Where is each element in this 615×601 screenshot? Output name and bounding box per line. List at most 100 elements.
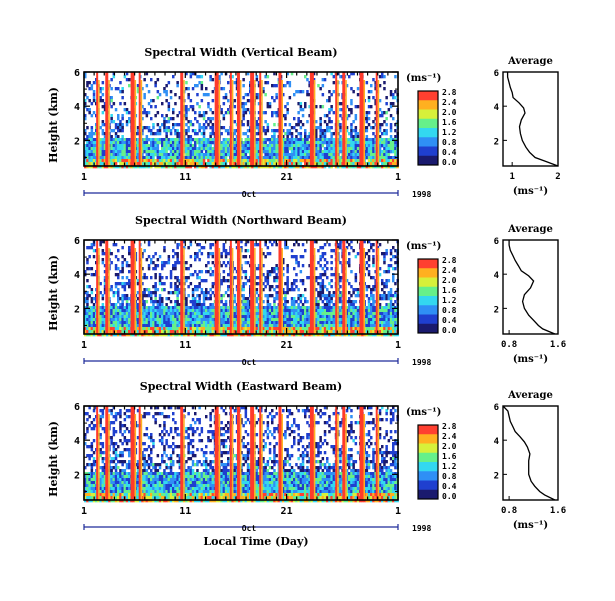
heatmap-cell <box>356 309 360 313</box>
heatmap-cell <box>367 273 371 277</box>
heatmap-cell <box>119 162 122 166</box>
heatmap-cell <box>350 300 353 304</box>
heatmap-cell <box>156 129 160 133</box>
heatmap-cell <box>282 93 285 97</box>
heatmap-cell <box>264 327 267 331</box>
heatmap-cell <box>323 318 327 322</box>
heatmap-cell <box>163 90 166 94</box>
heatmap-cell <box>145 159 149 163</box>
heatmap-cell <box>321 267 325 271</box>
heatmap-cell <box>185 156 188 160</box>
heatmap-cell <box>354 288 358 292</box>
heatmap-cell <box>288 132 292 136</box>
heatmap-cell <box>308 84 311 88</box>
heatmap-cell <box>275 327 278 331</box>
heatmap-cell <box>268 159 272 163</box>
heatmap-cell <box>189 324 193 328</box>
heatmap-cell <box>88 327 91 331</box>
heatmap-cell <box>271 321 274 325</box>
heatmap-cell <box>233 162 237 166</box>
heatmap-cell <box>152 150 155 154</box>
heatmap-cell <box>220 294 223 298</box>
heatmap-cell <box>191 138 195 142</box>
heatmap-cell <box>350 327 353 331</box>
heatmap-cell <box>374 147 377 151</box>
heatmap-cell <box>110 150 113 154</box>
heatmap-cell <box>174 327 177 331</box>
heatmap-cell <box>211 123 215 127</box>
heatmap-cell <box>174 147 177 151</box>
heatmap-cell <box>90 327 94 331</box>
heatmap-cell <box>147 147 151 151</box>
heatmap-cell <box>220 315 223 319</box>
heatmap-cell <box>178 279 182 283</box>
heatmap-cell <box>169 162 173 166</box>
heatmap-cell <box>101 162 105 166</box>
heatmap-cell <box>339 306 342 310</box>
heatmap-cell <box>317 147 320 151</box>
heatmap-cell <box>286 315 289 319</box>
heatmap-cell <box>187 294 190 298</box>
heatmap-cell <box>308 141 311 145</box>
heatmap-cell <box>372 330 375 334</box>
heatmap-cell <box>224 255 228 259</box>
heatmap-cell <box>161 144 164 148</box>
heatmap-cell <box>143 156 146 160</box>
heatmap-cell <box>317 294 320 298</box>
heatmap-cell <box>220 297 223 301</box>
heatmap-cell <box>147 156 151 160</box>
heatmap-cell <box>99 159 102 163</box>
heatmap-cell <box>299 108 303 112</box>
heatmap-cell <box>306 144 309 148</box>
heatmap-cell <box>321 282 325 286</box>
heatmap-cell <box>103 324 107 328</box>
heatmap-cell <box>123 147 127 151</box>
heatmap-cell <box>169 132 173 136</box>
heatmap-cell <box>136 90 140 94</box>
heatmap-cell <box>147 324 151 328</box>
heatmap-cell <box>161 282 164 286</box>
heatmap-cell <box>152 132 155 136</box>
heatmap-cell <box>321 138 325 142</box>
heatmap-cell <box>117 273 120 277</box>
heatmap-cell <box>207 162 210 166</box>
heatmap-cell <box>242 321 245 325</box>
heatmap-cell <box>152 255 155 259</box>
heatmap-cell <box>299 126 303 130</box>
heatmap-cell <box>297 309 300 313</box>
heatmap-cell <box>158 321 162 325</box>
heatmap-cell <box>374 321 377 325</box>
heatmap-cell <box>266 252 270 256</box>
heatmap-cell <box>227 150 230 154</box>
heatmap-cell <box>356 147 360 151</box>
heatmap-cell <box>295 306 298 310</box>
heatmap-cell <box>220 141 223 145</box>
heatmap-cell <box>290 141 294 145</box>
heatmap-cell <box>205 162 208 166</box>
average-title: Average <box>507 56 553 67</box>
heatmap-cell <box>88 135 91 139</box>
heatmap-cell <box>319 87 322 91</box>
heatmap-cell <box>161 306 164 310</box>
heatmap-cell <box>293 150 296 154</box>
heatmap-cell <box>295 300 298 304</box>
heatmap-cell <box>158 330 162 334</box>
heatmap-cell <box>367 147 371 151</box>
heatmap-cell <box>282 291 285 295</box>
heatmap-cell <box>147 111 151 115</box>
heatmap-cell <box>158 318 162 322</box>
heatmap-cell <box>156 306 160 310</box>
heatmap-cell <box>348 261 351 265</box>
rain-streak-edge <box>261 80 263 166</box>
heatmap-cell <box>268 252 272 256</box>
heatmap-cell <box>198 105 201 109</box>
heatmap-cell <box>328 126 331 130</box>
heatmap-cell <box>117 153 120 157</box>
heatmap-cell <box>387 327 391 331</box>
heatmap-cell <box>101 312 105 316</box>
heatmap-cell <box>156 288 160 292</box>
heatmap-cell <box>275 84 278 88</box>
heatmap-cell <box>209 144 212 148</box>
heatmap-cell <box>176 261 179 265</box>
heatmap-cell <box>319 309 322 313</box>
